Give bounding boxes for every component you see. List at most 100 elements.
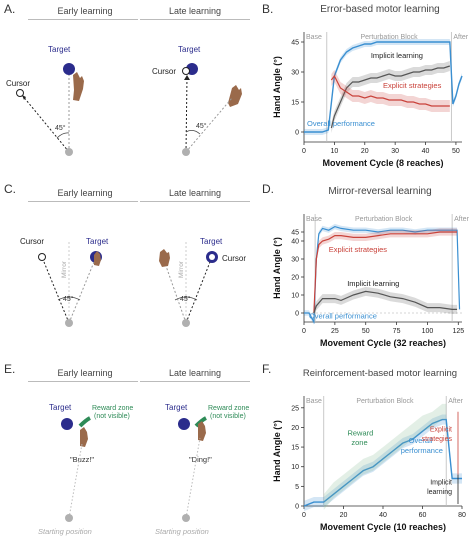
y-tick-label: 0 <box>295 311 299 318</box>
block-label: Perturbation Block <box>360 34 418 41</box>
series-line <box>330 74 450 107</box>
start-dot <box>182 319 190 327</box>
panel-a-early-target-label: Target <box>48 45 71 54</box>
explicit-label: Explicit strategies <box>383 81 442 90</box>
y-tick-label: 15 <box>291 445 299 452</box>
panel-e-label: E. <box>4 362 16 376</box>
y-axis-label: Hand Angle (°) <box>272 56 282 118</box>
panel-c-late-target-label: Target <box>200 237 223 246</box>
x-tick-label: 20 <box>340 512 348 519</box>
series-band <box>331 70 450 112</box>
reward-label: Reward <box>347 428 373 437</box>
panel-e-late-rule <box>140 381 250 382</box>
y-tick-label: 30 <box>291 257 299 264</box>
feedback-buzz: "Buzz!" <box>70 455 94 464</box>
start-dot <box>65 148 73 156</box>
x-tick-label: 75 <box>393 328 401 335</box>
x-axis-label: Movement Cycle (10 reaches) <box>320 522 446 532</box>
cursor-dot <box>38 253 46 261</box>
x-tick-label: 30 <box>391 148 399 155</box>
x-tick-label: 10 <box>330 148 338 155</box>
y-tick-label: 40 <box>291 239 299 246</box>
series-line <box>303 418 462 507</box>
panel-c-early-title: Early learning <box>57 188 113 198</box>
feedback-ding: "Ding!" <box>189 455 212 464</box>
y-tick-label: 45 <box>291 40 299 47</box>
panel-b-title: Error-based motor learning <box>320 4 440 15</box>
y-tick-label: 30 <box>291 70 299 77</box>
y-tick-label: 20 <box>291 425 299 432</box>
x-tick-label: 25 <box>331 328 339 335</box>
panel-e-late-target-label: Target <box>165 403 188 412</box>
panel-d-title: Mirror-reversal learning <box>328 186 432 197</box>
panel-b-label: B. <box>262 2 274 16</box>
hand-icon <box>198 421 206 441</box>
y-tick-label: 0 <box>295 130 299 137</box>
implicit-label: Implicit learning <box>347 279 399 288</box>
series-band <box>304 223 460 325</box>
panel-d-label: D. <box>262 182 274 196</box>
x-tick-label: 0 <box>302 512 306 519</box>
panel-c-late-cursor-label: Cursor <box>222 254 246 263</box>
x-axis-label: Movement Cycle (8 reaches) <box>322 158 443 168</box>
angle-label: 45° <box>180 295 191 303</box>
x-tick-label: 40 <box>422 148 430 155</box>
reward-zone-label: Reward zone <box>208 405 249 412</box>
start-dot <box>65 319 73 327</box>
panel-a-late-target-label: Target <box>178 45 201 54</box>
series-band <box>323 403 447 510</box>
panel-a-diagram: Target Cursor 45° Target Cursor 45° <box>6 45 242 156</box>
angle-label: 45° <box>196 122 207 130</box>
x-tick-label: 50 <box>362 328 370 335</box>
x-tick-label: 100 <box>422 328 434 335</box>
reward-sublabel: zone <box>351 438 367 447</box>
x-tick-label: 0 <box>302 148 306 155</box>
panel-c-early-target-label: Target <box>86 237 109 246</box>
panel-c-late-title: Late learning <box>168 188 222 198</box>
reward-zone-arc <box>194 416 207 428</box>
start-dot <box>182 148 190 156</box>
implicit-sublabel: learning <box>427 489 452 496</box>
explicit-sublabel: strategies <box>422 436 453 443</box>
panel-b-chart: Base Perturbation Block After 0 10 20 30 40 50 0 1… <box>272 32 469 168</box>
hand-icon <box>159 249 170 267</box>
panel-c-early-cursor-label: Cursor <box>20 237 44 246</box>
target-dot <box>63 63 75 75</box>
hand-icon <box>73 72 84 101</box>
block-label: Perturbation Block <box>356 398 414 405</box>
x-tick-label: 125 <box>452 328 464 335</box>
y-tick-label: 10 <box>291 464 299 471</box>
mirror-label: Mirror <box>178 260 185 278</box>
panel-a-early-cursor-label: Cursor <box>6 79 30 88</box>
hand-icon <box>228 85 242 107</box>
implicit-label: Implicit learning <box>371 51 423 60</box>
panel-a-early-rule <box>28 19 138 20</box>
panel-e-early-title: Early learning <box>57 368 113 378</box>
after-label: After <box>454 216 469 223</box>
panel-a-late-rule <box>140 19 250 20</box>
base-label: Base <box>306 216 322 223</box>
overall-label: Overall <box>409 436 433 445</box>
start-dot <box>65 514 73 522</box>
y-tick-label: 5 <box>295 484 299 491</box>
panel-a-late-title: Late learning <box>168 6 222 16</box>
panel-c-diagram: Mirror Target Cursor 45° Mirror Target C… <box>20 237 246 327</box>
explicit-label: Explicit strategies <box>329 245 388 254</box>
panel-a-early-title: Early learning <box>57 6 113 16</box>
x-tick-label: 20 <box>361 148 369 155</box>
panel-f-label: F. <box>262 362 272 376</box>
x-tick-label: 80 <box>458 512 466 519</box>
panel-a-late-cursor-label: Cursor <box>152 67 176 76</box>
after-label: After <box>448 398 463 405</box>
series-line <box>304 41 463 133</box>
y-tick-label: 15 <box>291 100 299 107</box>
hand-icon <box>80 427 88 447</box>
base-label: Base <box>306 398 322 405</box>
series-band <box>313 286 458 318</box>
mirror-label: Mirror <box>61 260 68 278</box>
panel-e-early-target-label: Target <box>49 403 72 412</box>
reward-zone-sublabel: (not visible) <box>94 413 130 420</box>
overall-label: Overall performance <box>307 119 375 128</box>
x-tick-label: 0 <box>302 328 306 335</box>
hand-icon <box>94 251 101 266</box>
